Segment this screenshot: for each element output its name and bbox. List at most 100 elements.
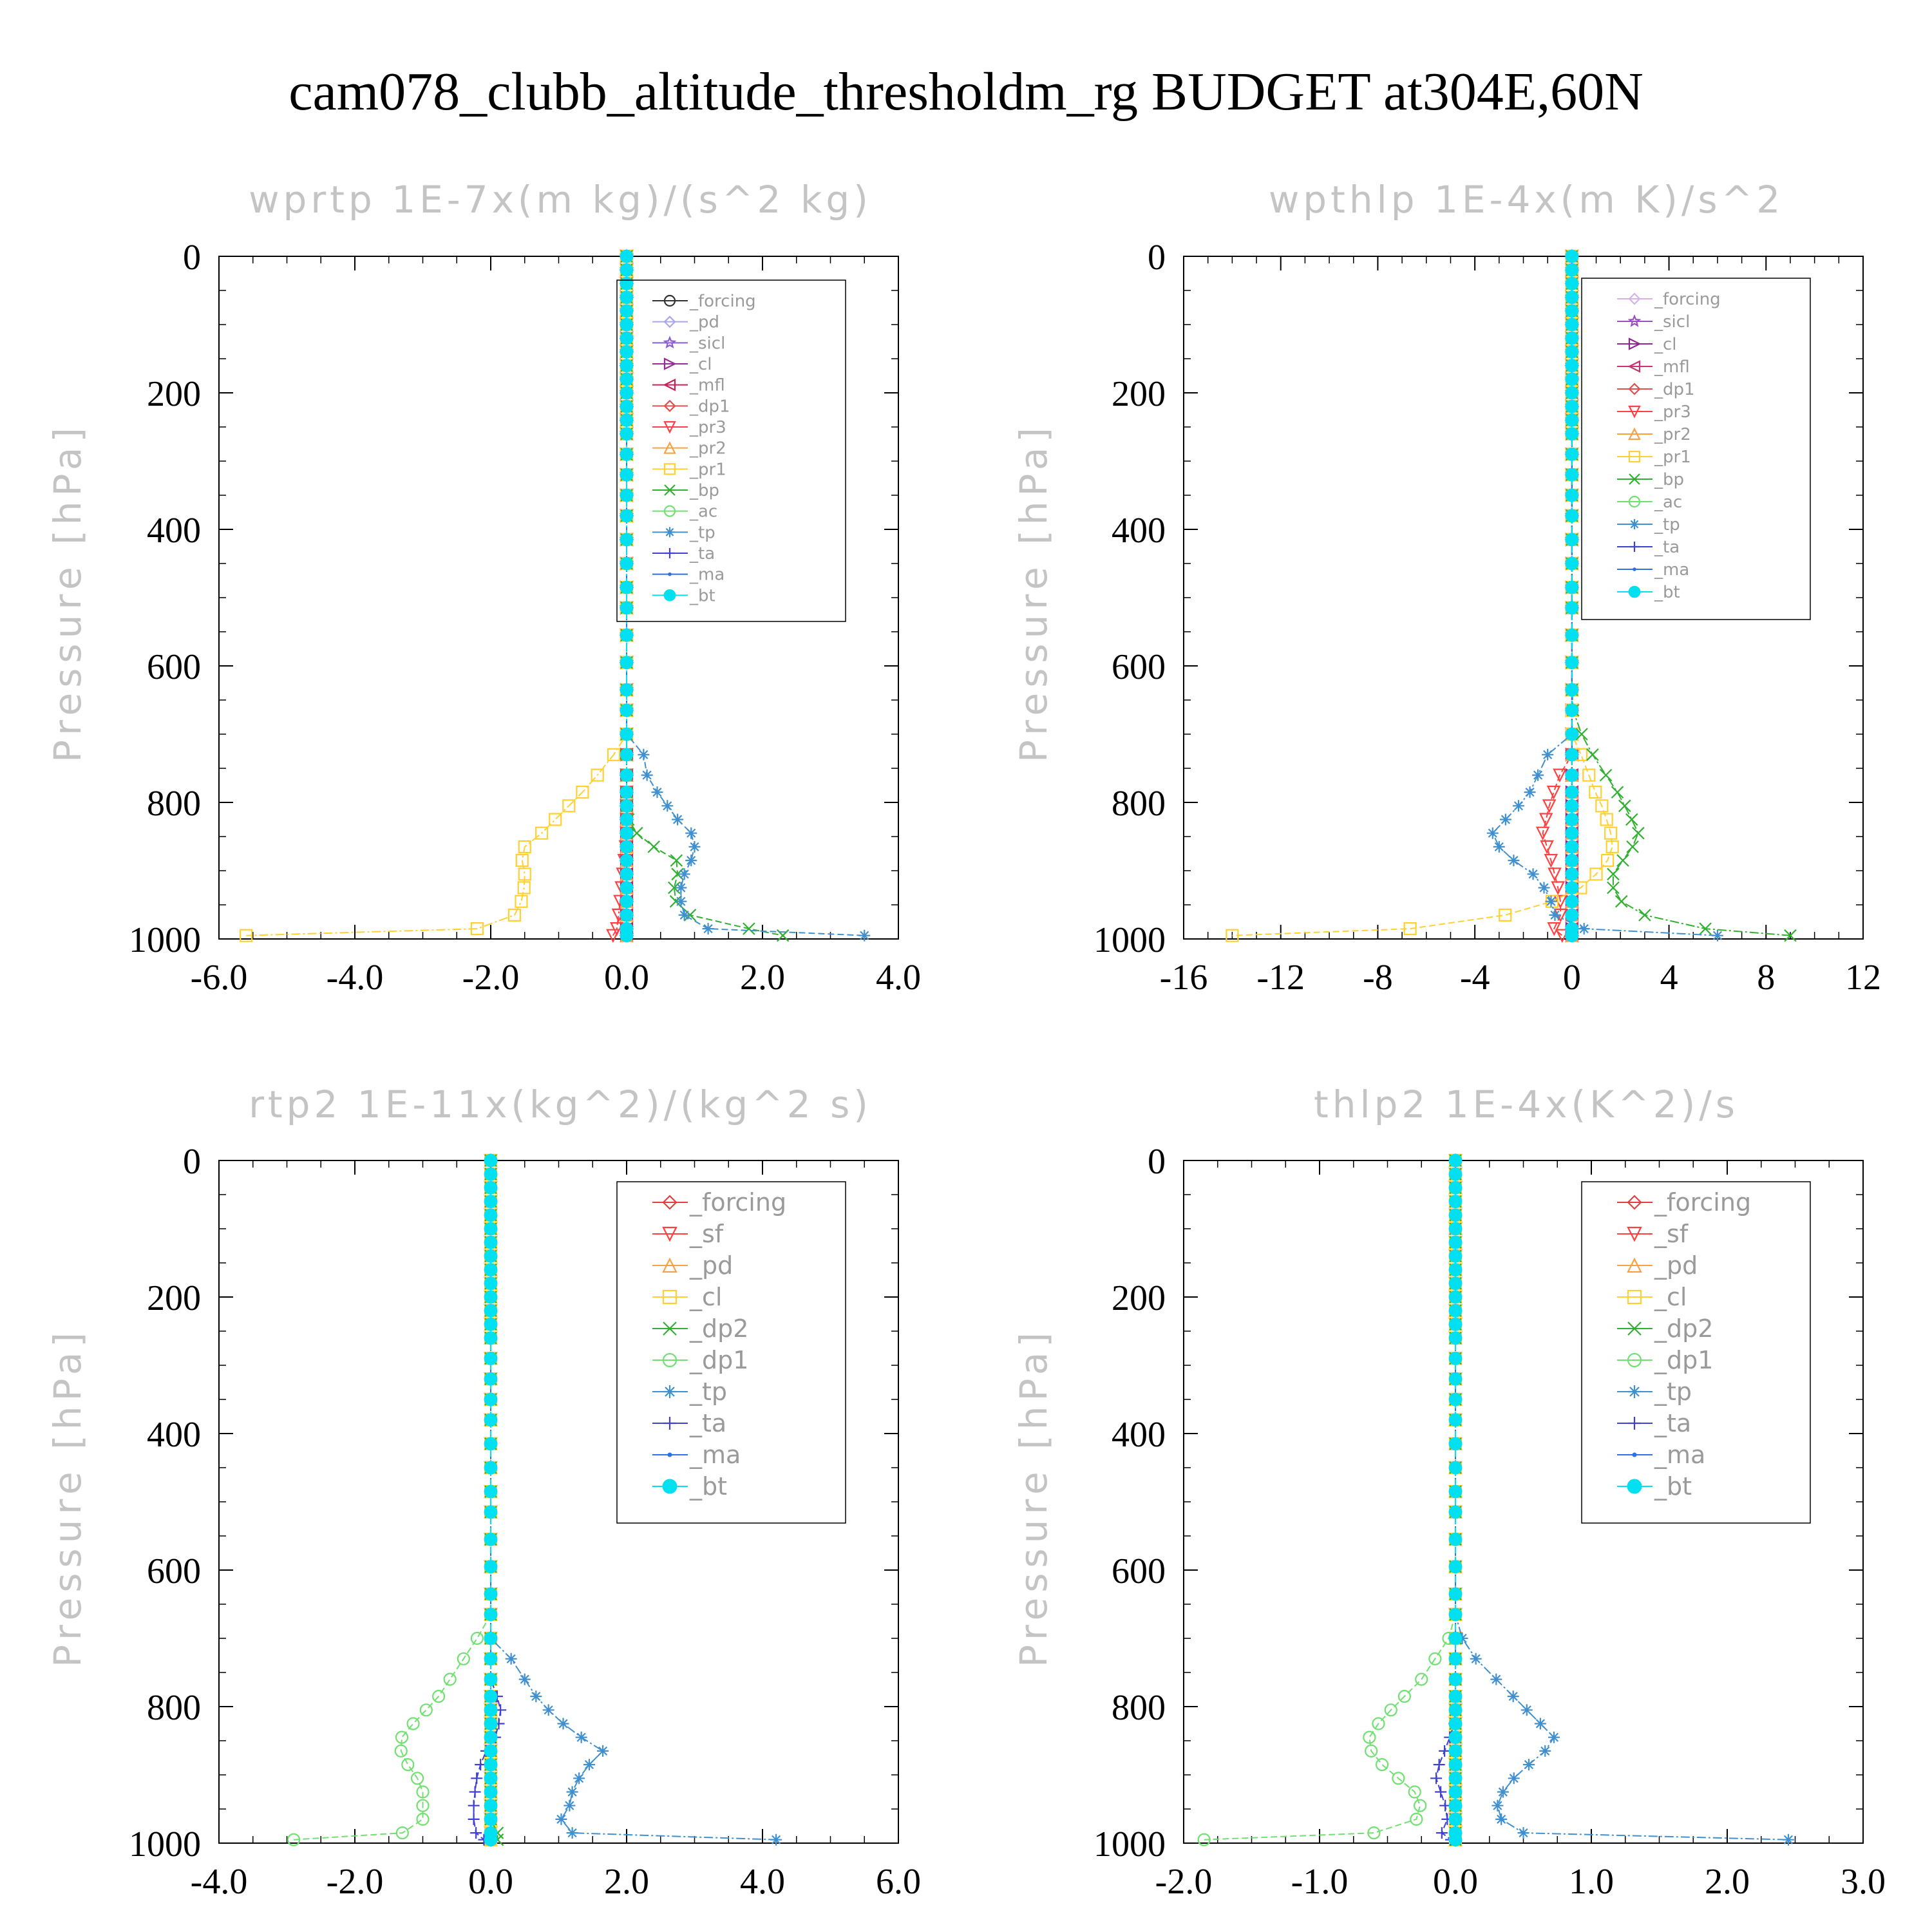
x-tick-label: 12 bbox=[1845, 958, 1881, 998]
legend-marker bbox=[1628, 585, 1641, 598]
legend-item: _ma bbox=[652, 565, 724, 585]
data-point bbox=[394, 1744, 408, 1757]
data-point bbox=[1586, 748, 1599, 761]
data-point bbox=[1565, 703, 1579, 717]
data-point bbox=[1448, 1560, 1463, 1574]
legend-marker bbox=[667, 1452, 672, 1457]
legend-item: _bt bbox=[652, 586, 715, 605]
data-point bbox=[1565, 683, 1579, 697]
data-point bbox=[1512, 800, 1524, 812]
x-axis: -16 -12 -8 -4 0 4 8 12 bbox=[1160, 256, 1881, 998]
legend-item: _pd bbox=[1617, 1251, 1698, 1280]
data-point bbox=[1538, 882, 1550, 894]
data-point bbox=[1545, 895, 1557, 907]
data-point bbox=[395, 1826, 409, 1840]
y-tick-label: 400 bbox=[1112, 1415, 1166, 1455]
legend-marker bbox=[1628, 495, 1641, 508]
legend-label: _bp bbox=[1654, 470, 1684, 489]
data-point bbox=[678, 909, 690, 921]
data-point bbox=[484, 1208, 498, 1222]
legend-label: _pr1 bbox=[1654, 448, 1691, 467]
legend-marker bbox=[662, 1479, 677, 1494]
series-bt bbox=[1448, 1153, 1463, 1847]
data-point bbox=[1565, 372, 1579, 386]
data-point bbox=[484, 1744, 498, 1758]
data-point bbox=[1539, 813, 1553, 827]
y-tick-label: 0 bbox=[1148, 238, 1166, 278]
data-point bbox=[1565, 277, 1579, 290]
data-point bbox=[1435, 1786, 1447, 1798]
legend-label: _cl bbox=[689, 355, 712, 374]
y-tick-label: 1000 bbox=[1094, 1824, 1166, 1864]
data-point bbox=[1565, 840, 1579, 854]
legend-box bbox=[1581, 278, 1811, 620]
data-point bbox=[620, 895, 634, 909]
data-point bbox=[1375, 1758, 1389, 1772]
data-point bbox=[1448, 1331, 1463, 1345]
data-point bbox=[484, 1372, 498, 1386]
data-point bbox=[1448, 1195, 1463, 1208]
legend-label: _pd bbox=[689, 313, 719, 332]
legend-marker bbox=[1627, 1195, 1642, 1210]
legend-item: _mfl bbox=[652, 376, 725, 395]
data-point bbox=[620, 826, 634, 840]
data-point bbox=[1392, 1772, 1405, 1785]
data-point bbox=[1448, 1532, 1463, 1546]
data-point bbox=[1626, 840, 1639, 853]
y-tick-label: 0 bbox=[183, 238, 201, 278]
legend-label: _sf bbox=[1654, 1220, 1689, 1248]
data-point bbox=[1428, 1652, 1442, 1665]
legend-marker bbox=[1627, 1257, 1642, 1273]
legend-item: _ac bbox=[1617, 493, 1682, 512]
data-point bbox=[620, 727, 634, 741]
legend-marker bbox=[664, 484, 676, 496]
data-point bbox=[1565, 249, 1579, 263]
data-point bbox=[620, 533, 634, 547]
data-point bbox=[401, 1758, 415, 1772]
data-point bbox=[620, 386, 634, 400]
data-point bbox=[1565, 768, 1579, 782]
data-point bbox=[1365, 1744, 1378, 1757]
data-point bbox=[1497, 1786, 1509, 1798]
legend-label: _dp1 bbox=[1654, 380, 1695, 399]
legend-label: _cl bbox=[689, 1283, 722, 1311]
data-point bbox=[530, 1690, 542, 1703]
data-point bbox=[575, 1731, 587, 1743]
x-tick-label: 8 bbox=[1757, 958, 1775, 998]
data-point bbox=[1448, 1757, 1463, 1772]
legend-item: _pr3 bbox=[1617, 402, 1691, 422]
data-point bbox=[484, 1730, 498, 1745]
x-tick-label: 2.0 bbox=[1705, 1862, 1750, 1902]
legend-marker bbox=[1627, 1321, 1642, 1336]
data-point bbox=[597, 1745, 609, 1757]
data-point bbox=[484, 1263, 498, 1276]
data-point bbox=[1524, 786, 1536, 799]
data-point bbox=[1448, 1208, 1463, 1222]
data-point bbox=[1553, 768, 1567, 783]
data-point bbox=[1699, 922, 1712, 935]
legend-label: _sicl bbox=[1654, 312, 1690, 332]
data-point bbox=[620, 448, 634, 461]
data-point bbox=[1632, 826, 1645, 840]
data-point bbox=[620, 249, 634, 263]
data-point bbox=[484, 1812, 498, 1826]
data-point bbox=[1565, 908, 1579, 922]
data-point bbox=[507, 908, 522, 922]
data-point bbox=[1507, 1690, 1519, 1703]
data-point bbox=[1565, 601, 1579, 615]
data-point bbox=[620, 628, 634, 642]
data-point bbox=[620, 580, 634, 594]
data-point bbox=[484, 1413, 498, 1427]
data-point bbox=[1410, 1812, 1423, 1826]
data-point bbox=[620, 413, 634, 427]
legend-label: _ac bbox=[689, 502, 717, 522]
data-point bbox=[675, 895, 687, 907]
data-point bbox=[1499, 813, 1511, 826]
data-point bbox=[1565, 317, 1579, 332]
data-point bbox=[1508, 1772, 1520, 1785]
legend-label: _tp bbox=[689, 523, 715, 542]
data-point bbox=[1532, 769, 1544, 781]
data-point bbox=[607, 748, 621, 761]
data-point bbox=[620, 768, 634, 782]
legend-label: _ma bbox=[1654, 1441, 1705, 1469]
